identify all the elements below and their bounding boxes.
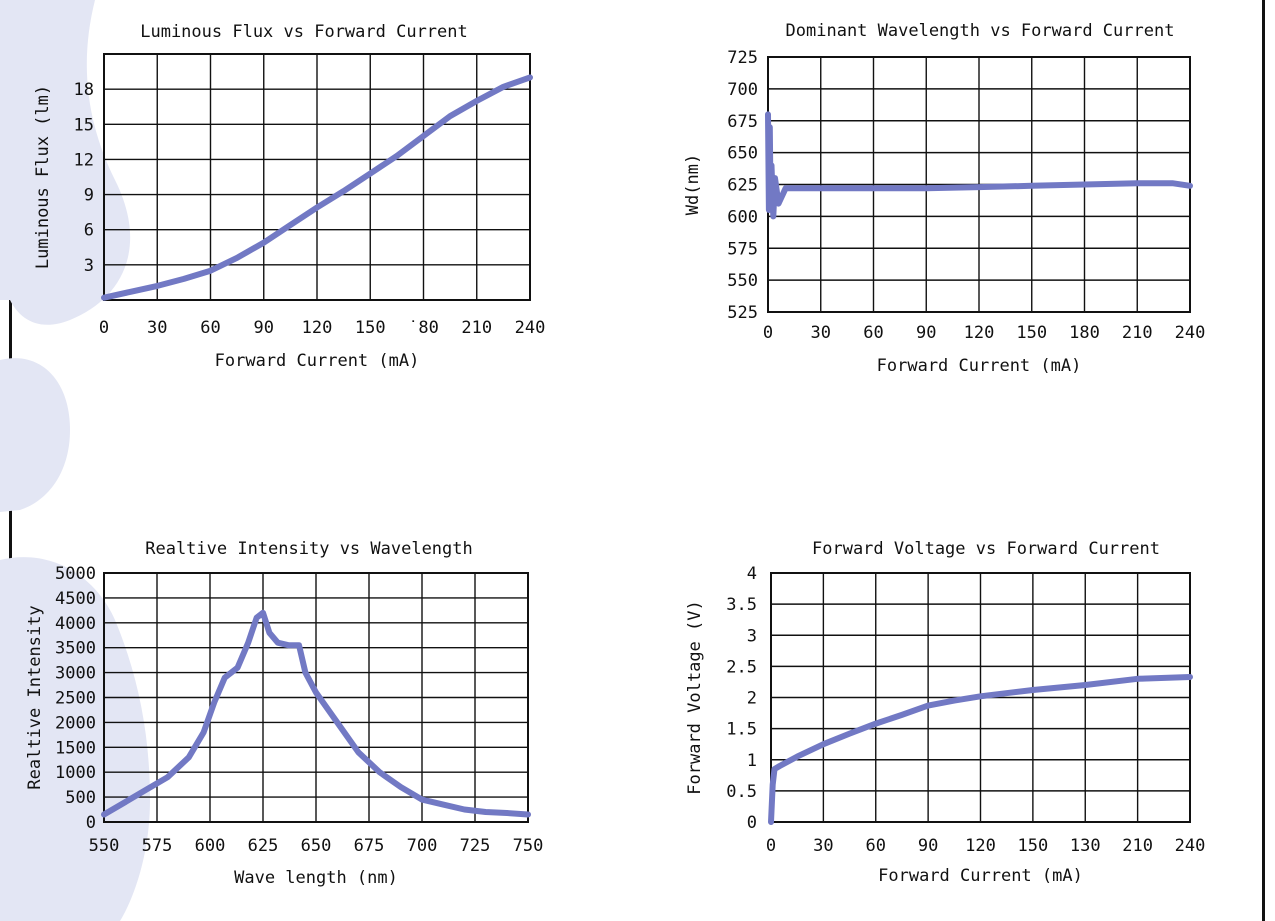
x-tick-label: 0 [766, 836, 776, 856]
y-tick-label: 1000 [55, 763, 96, 783]
y-tick-label: 1 [747, 751, 757, 771]
y-tick-label: 3 [747, 626, 757, 646]
y-tick-label: 500 [65, 788, 96, 808]
x-tick-label: 210 [1122, 323, 1153, 343]
y-tick-label: 2000 [55, 713, 96, 733]
x-tick-label: 120 [964, 323, 995, 343]
y-tick-label: 650 [727, 144, 758, 164]
x-axis-label: Forward Current (mA) [877, 356, 1082, 376]
series-line [768, 674, 1193, 825]
x-tick-label: ˙80 [408, 318, 439, 338]
chart-2: Dominant Wavelength vs Forward Current 0 3… [683, 21, 1205, 376]
x-tick-label: 150 [1016, 323, 1047, 343]
y-tick-label: 600 [727, 207, 758, 227]
x-tick-label: 675 [354, 836, 385, 856]
y-tick-label: 2500 [55, 689, 96, 709]
x-tick-label: 150 [355, 318, 386, 338]
x-axis-label: Forward Current (mA) [878, 866, 1083, 886]
y-tick-label: 4500 [55, 589, 96, 609]
y-tick-label: 625 [727, 176, 758, 196]
plot-frame [103, 572, 529, 823]
y-tick-label: 525 [727, 303, 758, 323]
x-tick-label: 625 [248, 836, 279, 856]
y-tick-label: 4000 [55, 614, 96, 634]
chart-title: Realtive Intensity vs Wavelength [145, 539, 473, 559]
y-tick-label: 1.5 [726, 720, 757, 740]
x-tick-label: 60 [200, 318, 220, 338]
x-tick-label: 650 [301, 836, 332, 856]
chart-title: Forward Voltage vs Forward Current [812, 539, 1160, 559]
y-tick-label: 575 [727, 239, 758, 259]
y-tick-label: 0.5 [726, 782, 757, 802]
x-tick-label: 575 [142, 836, 173, 856]
y-axis-label: Wd(nm) [683, 154, 703, 215]
y-tick-label: 1500 [55, 738, 96, 758]
x-tick-label: 30 [813, 836, 833, 856]
x-tick-label: 60 [863, 323, 883, 343]
y-tick-label: 2 [747, 689, 757, 709]
x-tick-label: 130 [1070, 836, 1101, 856]
chart-3: Realtive Intensity vs Wavelength 550 575 60… [25, 539, 543, 888]
chart-grid [104, 573, 528, 822]
x-tick-label: 30 [811, 323, 831, 343]
x-tick-label: 60 [866, 836, 886, 856]
chart-1: Luminous Flux vs Forward Current 0 30 60 90 1… [33, 22, 545, 371]
x-tick-label: 150 [1018, 836, 1049, 856]
chart-title: Luminous Flux vs Forward Current [140, 22, 468, 42]
x-tick-label: 120 [302, 318, 333, 338]
y-tick-label: 15 [74, 115, 94, 135]
chart-grid [104, 54, 530, 300]
x-tick-label: 210 [461, 318, 492, 338]
y-tick-label: 3000 [55, 664, 96, 684]
y-axis-label: Forward Voltage (V) [685, 600, 705, 794]
y-tick-label: 725 [727, 48, 758, 68]
y-tick-label: 3.5 [726, 595, 757, 615]
x-tick-label: 0 [763, 323, 773, 343]
x-tick-label: 240 [515, 318, 546, 338]
y-tick-label: 12 [74, 150, 94, 170]
y-tick-label: 4 [747, 564, 757, 584]
y-tick-label: 0 [747, 813, 757, 833]
x-tick-label: 725 [460, 836, 491, 856]
chart-grid [771, 573, 1190, 822]
plot-frame [103, 53, 531, 301]
y-tick-label: 700 [727, 80, 758, 100]
y-axis-label: Luminous Flux (lm) [33, 85, 53, 269]
y-axis-label: Realtive Intensity [25, 605, 45, 789]
x-tick-label: 0 [99, 318, 109, 338]
x-tick-label: 90 [254, 318, 274, 338]
y-tick-label: 0 [86, 813, 96, 833]
right-border-rule [1262, 0, 1265, 921]
y-tick-label: 3500 [55, 639, 96, 659]
y-tick-label: 9 [84, 186, 94, 206]
y-tick-label: 3 [84, 256, 94, 276]
y-tick-label: 18 [74, 80, 94, 100]
x-axis-label: Forward Current (mA) [215, 351, 420, 371]
y-tick-label: 6 [84, 221, 94, 241]
x-tick-label: 180 [1069, 323, 1100, 343]
x-tick-label: 210 [1122, 836, 1153, 856]
y-tick-label: 550 [727, 271, 758, 291]
plot-frame [770, 572, 1191, 823]
y-tick-label: 5000 [55, 564, 96, 584]
y-tick-label: 2.5 [726, 657, 757, 677]
series-line [101, 74, 533, 301]
y-tick-label: 675 [727, 112, 758, 132]
x-tick-label: 90 [916, 323, 936, 343]
series-line [101, 609, 531, 818]
x-tick-label: 550 [89, 836, 120, 856]
x-tick-label: 240 [1175, 836, 1206, 856]
x-tick-label: 700 [407, 836, 438, 856]
x-tick-label: 120 [965, 836, 996, 856]
x-tick-label: 240 [1175, 323, 1206, 343]
series-line [765, 111, 1193, 220]
x-tick-label: 30 [147, 318, 167, 338]
x-axis-label: Wave length (nm) [234, 868, 398, 888]
x-tick-label: 600 [195, 836, 226, 856]
x-tick-label: 750 [513, 836, 544, 856]
chart-title: Dominant Wavelength vs Forward Current [786, 21, 1175, 41]
x-tick-label: 90 [918, 836, 938, 856]
